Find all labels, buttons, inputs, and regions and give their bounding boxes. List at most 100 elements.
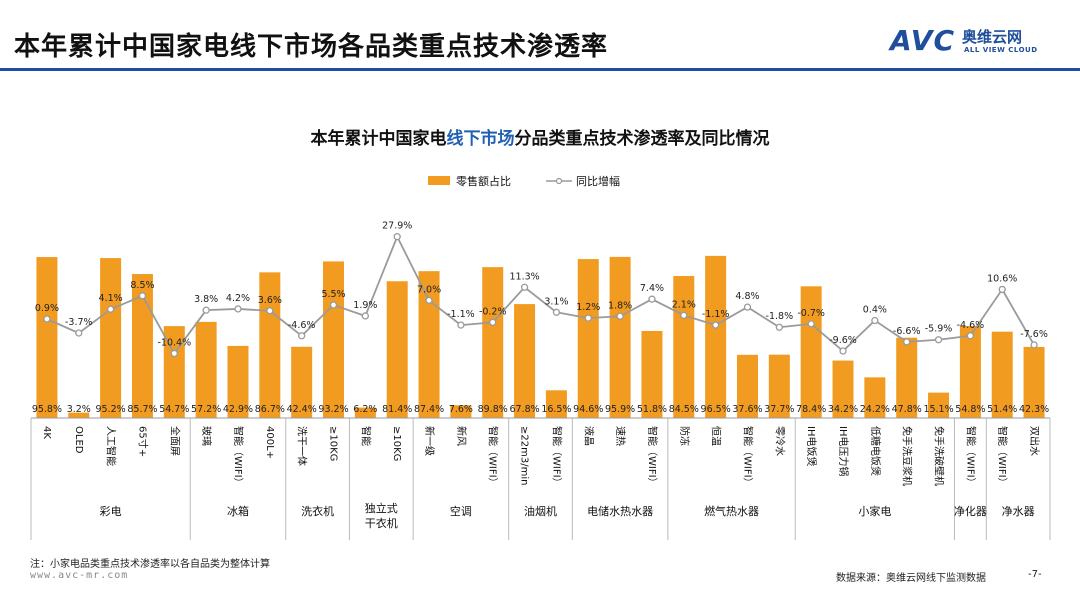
growth-point-31 bbox=[998, 285, 1006, 294]
bar-28 bbox=[896, 337, 918, 418]
growth-label-19: 1.8% bbox=[608, 300, 632, 311]
growth-label-3: 4.1% bbox=[99, 293, 123, 304]
growth-point-13 bbox=[425, 296, 433, 305]
bar-5 bbox=[163, 326, 185, 418]
chart-title: 本年累计中国家电线下市场分品类重点技术渗透率及同比情况 bbox=[0, 124, 1080, 149]
bar-value-label-10: 93.2% bbox=[318, 404, 348, 415]
growth-label-15: -0.2% bbox=[479, 306, 507, 317]
category-label-12: ≥10KG bbox=[391, 426, 402, 461]
category-label-31: 智能（WIFI） bbox=[996, 426, 1009, 488]
growth-point-8 bbox=[266, 307, 274, 315]
bar-15 bbox=[482, 267, 504, 418]
category-label-22: 恒温 bbox=[710, 426, 723, 446]
category-label-25: IH电饭煲 bbox=[805, 426, 818, 466]
bar-19 bbox=[609, 256, 631, 418]
chart-title-highlight: 线下市场 bbox=[446, 129, 515, 149]
category-label-10: ≥10KG bbox=[328, 426, 339, 461]
chart-title-part-3: 分品类重点技术渗透率及同比情况 bbox=[514, 129, 770, 149]
category-label-19: 速热 bbox=[614, 426, 627, 446]
bar-18 bbox=[577, 259, 599, 418]
category-label-6: 玻璃 bbox=[200, 426, 213, 446]
legend-bar-swatch bbox=[428, 176, 450, 185]
growth-label-26: -9.6% bbox=[829, 335, 857, 346]
growth-label-10: 5.5% bbox=[321, 289, 345, 300]
growth-point-26 bbox=[839, 347, 847, 355]
bar-value-label-27: 24.2% bbox=[860, 404, 890, 415]
growth-point-17 bbox=[552, 308, 561, 316]
growth-point-10 bbox=[329, 301, 338, 309]
bar-value-label-14: 7.6% bbox=[449, 404, 473, 415]
category-label-29: 免手洗破壁机 bbox=[933, 426, 946, 486]
bar-value-label-9: 42.4% bbox=[287, 404, 317, 415]
growth-point-30 bbox=[966, 332, 975, 340]
bar-22 bbox=[705, 255, 727, 418]
growth-label-27: 0.4% bbox=[863, 305, 887, 316]
bar-value-label-24: 37.7% bbox=[764, 404, 794, 415]
growth-label-14: -1.1% bbox=[447, 309, 475, 320]
growth-point-27 bbox=[871, 316, 879, 325]
group-label-7: 电储水热水器 bbox=[587, 504, 653, 518]
category-label-18: 液晶 bbox=[582, 426, 595, 446]
bar-13 bbox=[418, 271, 440, 418]
legend-line-label: 同比增幅 bbox=[576, 174, 620, 188]
bar-23 bbox=[736, 354, 758, 418]
growth-label-20: 7.4% bbox=[640, 283, 664, 294]
growth-label-17: 3.1% bbox=[544, 296, 568, 307]
growth-point-6 bbox=[202, 306, 210, 314]
growth-label-9: -4.6% bbox=[288, 320, 316, 331]
category-label-14: 新风 bbox=[455, 426, 468, 446]
growth-point-18 bbox=[584, 314, 592, 322]
bar-7 bbox=[227, 345, 249, 418]
group-label-5: 空调 bbox=[450, 504, 472, 518]
page-title: 本年累计中国家电线下市场各品类重点技术渗透率 bbox=[14, 32, 609, 62]
bar-17 bbox=[545, 390, 567, 418]
bar-12 bbox=[386, 281, 408, 418]
growth-label-30: -4.6% bbox=[957, 320, 985, 331]
growth-point-19 bbox=[616, 312, 624, 320]
group-label-9: 小家电 bbox=[858, 504, 891, 518]
growth-label-32: -7.6% bbox=[1020, 329, 1048, 340]
growth-label-11: 1.9% bbox=[353, 300, 377, 311]
bar-value-label-19: 95.9% bbox=[605, 404, 635, 415]
chart-title-part-1: 本年累计中国家电 bbox=[310, 129, 447, 149]
category-label-21: 防冻 bbox=[678, 426, 691, 446]
bar-value-label-32: 42.3% bbox=[1019, 404, 1049, 415]
category-label-4: 65寸+ bbox=[136, 426, 149, 457]
category-label-28: 免手洗豆浆机 bbox=[901, 426, 914, 486]
bar-9 bbox=[291, 346, 313, 418]
growth-label-31: 10.6% bbox=[987, 273, 1017, 284]
legend-bar-label: 零售额占比 bbox=[456, 174, 511, 188]
group-label-10: 净化器 bbox=[954, 504, 987, 518]
growth-point-25 bbox=[807, 320, 815, 328]
group-label-4-line1: 独立式 bbox=[365, 501, 398, 515]
bar-value-label-23: 37.6% bbox=[732, 404, 762, 415]
growth-point-9 bbox=[298, 332, 306, 340]
bar-10 bbox=[323, 261, 345, 418]
growth-label-13: 7.0% bbox=[417, 284, 441, 295]
website-url: www.avc-mr.com bbox=[30, 570, 129, 581]
growth-point-11 bbox=[361, 312, 370, 320]
growth-point-5 bbox=[170, 349, 178, 358]
category-label-1: 4K bbox=[41, 426, 52, 439]
bar-14 bbox=[450, 405, 472, 418]
bar-value-label-16: 67.8% bbox=[509, 404, 539, 415]
bar-value-label-2: 3.2% bbox=[67, 404, 91, 415]
bar-20 bbox=[641, 330, 663, 418]
bar-26 bbox=[832, 360, 854, 418]
brand-logo: AVC 奥维云网 ALL VIEW CLOUD bbox=[890, 22, 1070, 62]
growth-label-5: -10.4% bbox=[157, 337, 191, 348]
bar-value-label-8: 86.7% bbox=[255, 404, 285, 415]
category-label-23: 智能（WIFI） bbox=[741, 426, 754, 488]
bar-4 bbox=[131, 274, 153, 418]
growth-point-12 bbox=[393, 233, 401, 241]
growth-label-7: 4.2% bbox=[226, 293, 250, 304]
growth-label-24: -1.8% bbox=[766, 311, 794, 322]
group-label-3: 洗衣机 bbox=[301, 504, 334, 518]
bar-30 bbox=[959, 325, 981, 418]
bar-21 bbox=[673, 276, 695, 418]
growth-label-1: 0.9% bbox=[35, 303, 59, 314]
logo-mark: AVC bbox=[890, 24, 955, 57]
category-label-24: 零冷水 bbox=[773, 426, 786, 456]
bar-value-label-21: 84.5% bbox=[669, 404, 699, 415]
category-label-32: 双出水 bbox=[1028, 426, 1041, 456]
